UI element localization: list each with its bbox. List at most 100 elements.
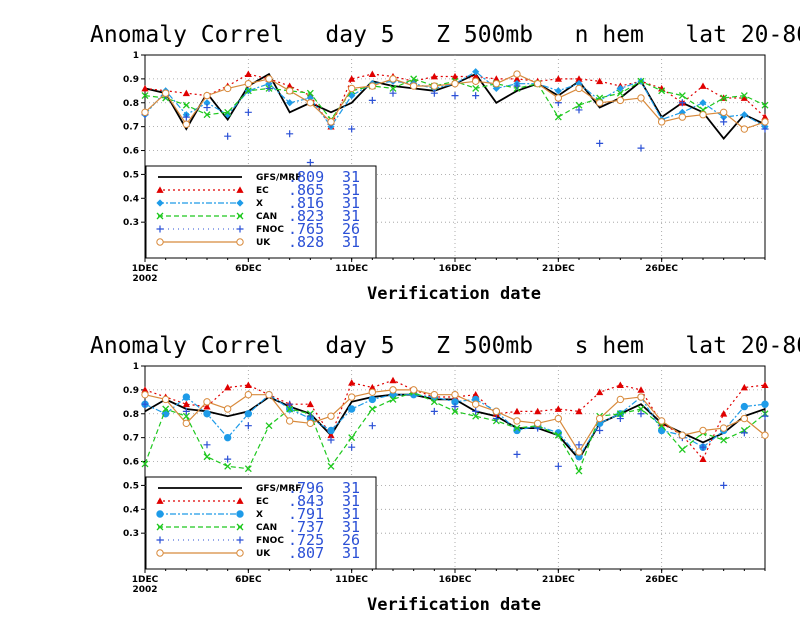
y-tick-label: 0.8: [123, 410, 139, 420]
legend-count: 31: [342, 492, 360, 510]
circle-marker: [595, 414, 604, 423]
triangle-marker: [472, 72, 480, 80]
circle-marker: [244, 390, 253, 399]
triangle-marker: [596, 388, 604, 396]
legend-score: .725: [288, 531, 324, 549]
plus-marker: [740, 429, 748, 437]
plus-marker: [224, 132, 232, 140]
legend-series-name: GFS/MRF: [256, 173, 301, 183]
x-marker: [575, 101, 583, 109]
x-marker: [554, 113, 562, 121]
circle-marker: [156, 510, 164, 518]
triangle-marker: [182, 400, 190, 408]
legend-series-name: CAN: [256, 523, 277, 533]
x-tick-label: 26DEC: [645, 575, 678, 585]
circle-marker: [389, 75, 397, 83]
y-tick-label: 0.8: [123, 99, 139, 109]
legend-count: 31: [342, 544, 360, 562]
triangle-marker: [368, 383, 376, 391]
series-uk: [141, 386, 769, 456]
plus-marker: [236, 536, 244, 544]
x-marker: [368, 405, 376, 413]
x-marker: [182, 101, 190, 109]
series-uk: [141, 70, 769, 133]
y-tick-label: 0.6: [123, 458, 139, 468]
legend-count: 31: [342, 207, 360, 225]
x-marker: [472, 412, 480, 420]
x-tick-label: 11DEC: [335, 264, 368, 274]
circle-marker: [409, 386, 418, 394]
x-marker: [761, 101, 769, 109]
x-marker: [156, 212, 164, 220]
triangle-marker: [720, 410, 728, 417]
x-marker: [236, 523, 244, 531]
circle-marker: [471, 77, 480, 85]
series-x: [141, 390, 769, 461]
x-tick-label: 11DEC: [335, 575, 368, 585]
plus-marker: [492, 415, 500, 423]
circle-marker: [368, 395, 377, 404]
triangle-marker: [327, 431, 335, 439]
series-fnoc: [141, 400, 769, 489]
y-tick-label: 0.5: [123, 481, 139, 491]
circle-marker: [223, 405, 232, 413]
x-marker: [678, 92, 686, 100]
legend-series-name: UK: [256, 549, 271, 559]
plus-marker: [616, 415, 624, 423]
circle-marker: [451, 79, 459, 88]
plus-marker: [327, 436, 335, 444]
x-marker: [554, 431, 562, 439]
plus-marker: [451, 92, 459, 100]
x-axis-label: Verification date: [367, 595, 541, 615]
x-marker: [575, 467, 583, 475]
circle-marker: [347, 84, 356, 93]
legend-count: 31: [342, 479, 360, 497]
legend-series-name: GFS/MRF: [256, 484, 301, 494]
legend-score: .765: [288, 220, 324, 238]
circle-marker: [236, 549, 244, 557]
legend-score: .823: [288, 207, 324, 225]
legend-score: .843: [288, 492, 324, 510]
circle-marker: [430, 82, 439, 90]
circle-marker: [161, 395, 170, 404]
x-axis-label: Verification date: [367, 284, 541, 304]
circle-marker: [141, 108, 149, 117]
x-marker: [740, 92, 748, 100]
circle-marker: [533, 79, 542, 88]
series-ec: [141, 376, 769, 463]
circle-marker: [699, 426, 707, 435]
plus-marker: [224, 455, 232, 463]
circle-marker: [203, 410, 211, 418]
y-tick-label: 0.9: [123, 75, 139, 85]
x-tick-label: 16DEC: [439, 575, 472, 585]
triangle-marker: [348, 75, 356, 82]
x-marker: [348, 434, 356, 442]
x-marker: [389, 395, 397, 403]
legend-count: 31: [342, 233, 360, 251]
legend-count: 26: [342, 220, 360, 238]
triangle-marker: [740, 383, 748, 391]
triangle-marker: [203, 403, 211, 410]
triangle-marker: [575, 407, 583, 415]
y-tick-label: 1: [133, 51, 139, 61]
circle-marker: [761, 400, 769, 408]
plus-marker: [761, 412, 769, 420]
triangle-marker: [348, 379, 356, 386]
legend-score: .796: [288, 479, 324, 497]
plus-marker: [637, 410, 645, 418]
legend: GFS/MRF.796 31 EC .843 31 X .791 31 CAN .737 31 FNO…: [145, 476, 377, 570]
plus-marker: [761, 125, 769, 133]
circle-marker: [182, 120, 191, 128]
legend-score: .791: [288, 505, 324, 523]
triangle-marker: [244, 70, 252, 77]
triangle-marker: [368, 70, 376, 77]
x-marker: [236, 212, 244, 220]
circle-marker: [306, 419, 315, 428]
x-tick-label: 16DEC: [439, 264, 472, 274]
circle-marker: [554, 94, 563, 102]
circle-marker: [637, 94, 645, 102]
x-marker: [306, 89, 314, 97]
plus-marker: [575, 441, 583, 449]
legend-count: 31: [342, 181, 360, 199]
y-tick-label: 0.5: [123, 170, 139, 180]
